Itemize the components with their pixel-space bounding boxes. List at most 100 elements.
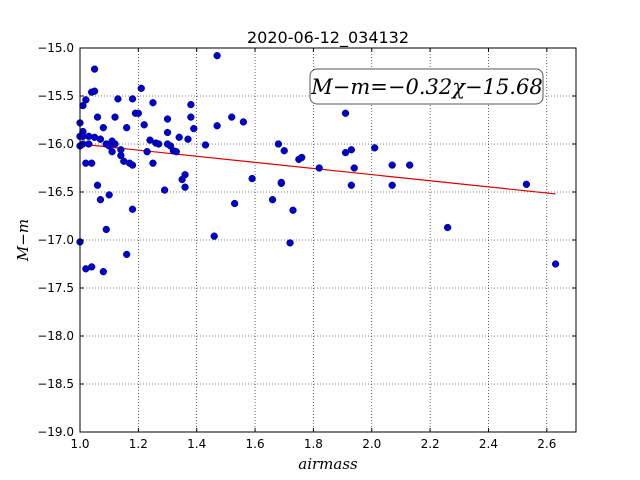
data-point (140, 121, 148, 129)
data-point (181, 183, 189, 191)
data-point (88, 159, 96, 167)
data-point (187, 100, 195, 109)
data-point (298, 153, 306, 162)
data-point (248, 174, 256, 183)
fit-annotation: M−m=−0.32χ−15.68 (309, 68, 544, 105)
data-point (277, 178, 285, 187)
data-point (341, 109, 350, 117)
annotation-box (309, 68, 544, 105)
data-point (239, 118, 248, 126)
data-point (96, 196, 105, 204)
data-point (347, 146, 355, 154)
x-ticks: 1.0 1.2 1.4 1.6 1.8 2.0 2.2 2.4 2.6 (70, 48, 556, 451)
data-point (93, 113, 102, 121)
data-point (341, 148, 350, 157)
data-point (268, 196, 277, 204)
data-point (149, 99, 157, 107)
data-point (406, 161, 414, 169)
x-tick-label: 1.0 (70, 437, 89, 451)
y-axis-label: M−m (14, 219, 32, 262)
data-point (99, 268, 107, 276)
data-point (146, 136, 154, 144)
data-point (163, 128, 172, 137)
x-tick-label: 2.4 (479, 437, 498, 451)
data-point (123, 250, 131, 259)
data-point (111, 113, 119, 121)
data-point (117, 151, 125, 160)
x-axis-label: airmass (298, 455, 358, 473)
data-point (172, 148, 180, 156)
y-tick-label: −17.0 (37, 233, 74, 247)
data-point (128, 161, 137, 169)
data-point (108, 148, 116, 156)
data-point (201, 141, 210, 149)
data-point (184, 135, 192, 143)
data-point (128, 205, 137, 213)
data-point (90, 87, 99, 95)
data-point (388, 161, 396, 169)
data-point (149, 159, 157, 167)
data-point (96, 135, 105, 143)
x-tick-label: 1.8 (304, 437, 323, 451)
data-point (114, 95, 122, 103)
data-point (99, 124, 107, 132)
x-tick-label: 1.2 (129, 437, 148, 451)
data-point (388, 181, 396, 189)
data-point (213, 52, 221, 60)
annotation-text: M−m=−0.32χ−15.68 (310, 75, 542, 99)
data-point (163, 115, 172, 123)
data-point (181, 171, 189, 179)
data-point (90, 65, 99, 73)
data-point (280, 147, 288, 155)
data-point (289, 206, 297, 214)
data-points (76, 52, 560, 276)
y-tick-label: −15.0 (37, 41, 74, 55)
y-tick-label: −16.0 (37, 137, 74, 151)
y-tick-label: −18.5 (37, 377, 74, 391)
data-point (160, 186, 169, 194)
data-point (187, 113, 195, 121)
data-point (123, 124, 131, 132)
data-point (213, 122, 221, 130)
data-point (350, 164, 358, 172)
data-point (88, 263, 96, 271)
data-point (551, 260, 560, 268)
data-point (82, 96, 90, 104)
y-tick-label: −16.5 (37, 185, 74, 199)
data-point (210, 232, 218, 240)
data-point (315, 164, 323, 172)
x-tick-label: 2.2 (421, 437, 440, 451)
data-point (128, 95, 137, 103)
plot-area (80, 48, 576, 432)
x-tick-label: 2.6 (537, 437, 556, 451)
data-point (228, 113, 236, 121)
data-point (286, 239, 294, 247)
data-point (93, 181, 102, 189)
data-point (274, 140, 283, 148)
data-point (137, 84, 145, 92)
data-point (522, 180, 531, 188)
data-point (371, 144, 379, 152)
y-tick-label: −19.0 (37, 425, 74, 439)
data-point (105, 191, 113, 199)
data-point (143, 148, 151, 156)
x-tick-label: 1.4 (187, 437, 206, 451)
chart-title: 2020-06-12_034132 (247, 28, 409, 48)
data-point (190, 124, 198, 133)
data-point (85, 140, 93, 148)
x-tick-label: 1.6 (246, 437, 265, 451)
y-tick-label: −17.5 (37, 281, 74, 295)
data-point (347, 181, 355, 189)
data-point (134, 109, 143, 117)
y-tick-label: −18.0 (37, 329, 74, 343)
data-point (111, 140, 119, 148)
y-ticks: −15.0 −15.5 −16.0 −16.5 −17.0 −17.5 −18.0 −18.5… (37, 41, 576, 439)
y-tick-label: −15.5 (37, 89, 74, 103)
data-point (443, 223, 452, 232)
data-point (102, 225, 110, 234)
x-tick-label: 2.0 (362, 437, 381, 451)
data-point (175, 133, 183, 141)
data-point (155, 140, 163, 148)
data-point (230, 199, 239, 208)
